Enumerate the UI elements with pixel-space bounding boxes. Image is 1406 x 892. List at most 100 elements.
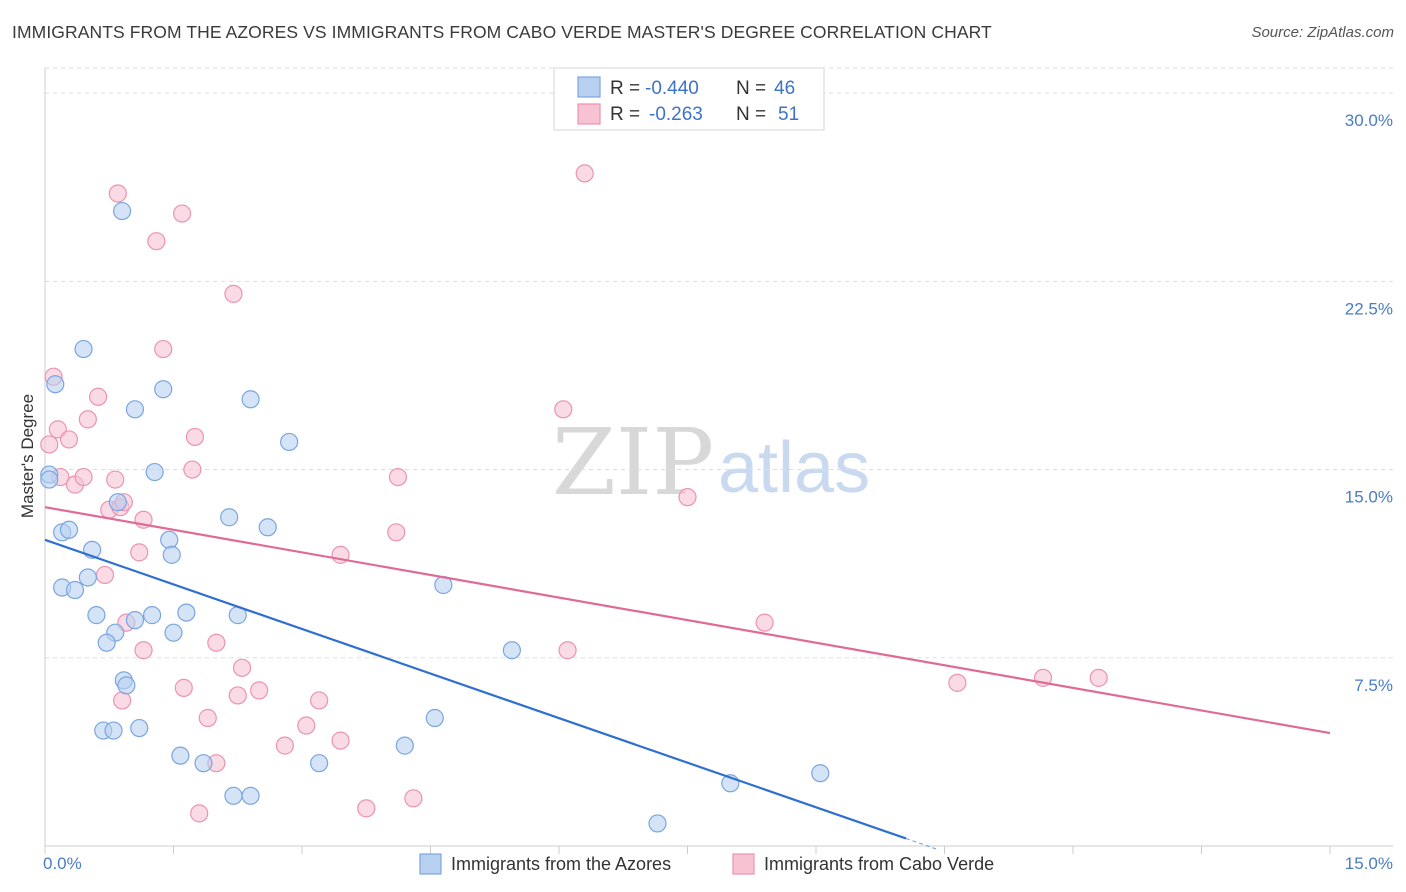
point-cabo-verde <box>948 673 967 692</box>
legend-r-value-azores: -0.440 <box>645 78 699 99</box>
point-cabo-verde <box>95 565 115 585</box>
x-tick-label-min: 0.0% <box>43 854 82 873</box>
point-cabo-verde <box>1089 668 1108 687</box>
point-cabo-verde <box>207 633 226 652</box>
legend-r-label-cabo-verde: R = <box>610 104 640 125</box>
point-cabo-verde <box>154 339 173 359</box>
point-cabo-verde <box>224 284 243 303</box>
legend-n-value-cabo-verde: 51 <box>778 104 799 125</box>
point-cabo-verde <box>78 410 97 429</box>
trendlines <box>44 506 1331 850</box>
point-cabo-verde <box>185 427 205 447</box>
point-azores <box>125 400 145 419</box>
point-azores <box>108 493 127 512</box>
point-azores <box>241 390 260 409</box>
point-cabo-verde <box>183 460 202 479</box>
point-cabo-verde <box>134 641 153 660</box>
point-azores <box>502 641 521 660</box>
point-azores <box>241 786 260 805</box>
point-azores <box>145 462 164 482</box>
point-azores <box>177 603 196 622</box>
point-cabo-verde <box>404 789 423 808</box>
point-azores <box>97 633 116 652</box>
point-cabo-verde <box>388 467 408 487</box>
point-azores <box>142 606 162 625</box>
point-cabo-verde <box>250 681 269 700</box>
point-azores <box>194 754 213 773</box>
point-azores <box>224 786 243 805</box>
point-azores <box>78 568 97 587</box>
series-azores-points <box>40 201 830 833</box>
point-cabo-verde <box>275 736 294 755</box>
bottom-legend-label-azores: Immigrants from the Azores <box>451 854 671 874</box>
point-azores <box>59 520 79 539</box>
point-cabo-verde <box>755 613 774 632</box>
point-cabo-verde <box>190 804 209 823</box>
point-azores <box>171 746 190 765</box>
point-cabo-verde <box>297 716 316 735</box>
point-cabo-verde <box>59 430 79 449</box>
point-cabo-verde <box>228 686 247 705</box>
point-azores <box>280 432 299 452</box>
point-cabo-verde <box>554 400 573 419</box>
point-cabo-verde <box>232 658 252 677</box>
point-cabo-verde <box>172 204 192 223</box>
point-cabo-verde <box>89 387 108 406</box>
legend-n-value-azores: 46 <box>774 78 795 99</box>
trendline-azores-extension <box>905 837 937 850</box>
point-cabo-verde <box>112 691 132 710</box>
point-cabo-verde <box>147 232 166 251</box>
point-azores <box>395 736 414 755</box>
point-azores <box>258 518 277 537</box>
bottom-legend-label-cabo-verde: Immigrants from Cabo Verde <box>764 854 994 874</box>
gridlines <box>45 67 1393 659</box>
point-azores <box>112 201 132 221</box>
legend-n-label-cabo-verde: N = <box>736 104 766 125</box>
point-azores <box>811 764 830 783</box>
y-tick-label: 7.5% <box>1354 676 1393 695</box>
point-azores <box>164 623 183 642</box>
legend-swatch-cabo-verde <box>577 103 601 125</box>
top-legend: R = -0.440 N = 46 R = -0.263 N = 51 <box>553 67 825 131</box>
point-azores <box>162 545 181 564</box>
legend-n-label-azores: N = <box>736 78 766 99</box>
point-azores <box>74 339 93 359</box>
point-azores <box>65 580 85 600</box>
point-cabo-verde <box>575 164 594 183</box>
point-cabo-verde <box>106 470 125 489</box>
point-cabo-verde <box>198 708 217 728</box>
bottom-legend: Immigrants from the Azores Immigrants fr… <box>419 853 994 875</box>
point-cabo-verde <box>130 543 149 562</box>
y-tick-label: 22.5% <box>1345 299 1393 318</box>
source-label: Source: ZipAtlas.com <box>1251 24 1394 41</box>
point-cabo-verde <box>558 641 577 660</box>
y-tick-label: 30.0% <box>1345 111 1393 130</box>
x-ticks <box>44 846 1331 854</box>
bottom-legend-swatch-cabo-verde <box>732 853 755 875</box>
point-azores <box>46 375 65 394</box>
trendline-cabo-verde <box>44 506 1331 735</box>
point-cabo-verde <box>310 691 329 710</box>
y-tick-labels: 7.5% 15.0% 22.5% 30.0% <box>1345 111 1393 695</box>
point-azores <box>160 530 179 549</box>
point-azores <box>40 470 59 489</box>
point-cabo-verde <box>678 488 697 507</box>
watermark-atlas: atlas <box>718 428 870 508</box>
point-azores <box>87 606 106 625</box>
point-azores <box>648 814 667 833</box>
chart-title: IMMIGRANTS FROM THE AZORES VS IMMIGRANTS… <box>12 22 992 42</box>
legend-swatch-azores <box>577 76 601 98</box>
point-azores <box>154 380 173 399</box>
point-azores <box>130 718 149 738</box>
y-tick-label: 15.0% <box>1345 488 1393 507</box>
point-cabo-verde <box>387 523 406 542</box>
point-cabo-verde <box>108 184 127 203</box>
point-azores <box>220 508 239 527</box>
x-tick-label-max: 15.0% <box>1345 854 1393 873</box>
point-cabo-verde <box>174 678 193 697</box>
y-axis-label: Master's Degree <box>18 394 37 518</box>
point-cabo-verde <box>331 731 350 750</box>
series-cabo-verde-points <box>40 164 1108 823</box>
point-azores <box>425 708 444 728</box>
